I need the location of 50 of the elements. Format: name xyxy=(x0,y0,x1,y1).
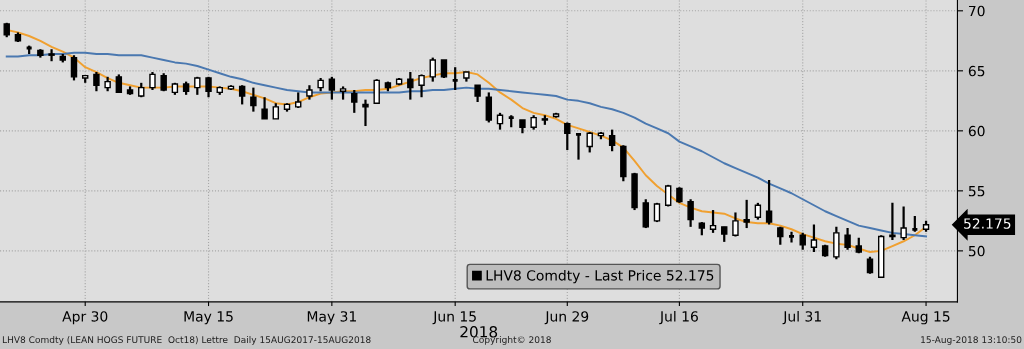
x-tick-label: Apr 30 xyxy=(62,311,108,325)
candlestick xyxy=(810,223,818,254)
x-tick-label: Aug 15 xyxy=(901,311,950,325)
candlestick xyxy=(844,226,851,251)
x-tick-label: Jul 31 xyxy=(782,310,821,325)
y-tick-label: 50 xyxy=(968,245,985,257)
candlestick xyxy=(149,70,156,92)
candlestick xyxy=(407,70,414,101)
candlestick xyxy=(743,198,750,230)
line-series xyxy=(5,51,928,238)
candlestick xyxy=(608,128,616,153)
y-tick-label: 70 xyxy=(969,5,985,17)
x-axis-title: 2018 xyxy=(460,326,498,338)
candlestick xyxy=(709,208,717,234)
candlestick xyxy=(687,198,694,228)
candlestick xyxy=(250,86,257,113)
y-tick-label: 65 xyxy=(968,65,985,77)
candlestick xyxy=(900,205,907,242)
candlestick xyxy=(48,48,55,63)
candlestick xyxy=(373,78,380,105)
candlestick xyxy=(328,75,336,101)
x-tick-label: Jun 15 xyxy=(432,311,476,325)
text: 52.175 xyxy=(964,218,1011,229)
candlestick xyxy=(93,70,100,93)
candlestick xyxy=(765,178,773,226)
legend-label: LHV8 Comdty - Last Price 52.175 xyxy=(486,269,714,284)
x-tick-label: Jul 16 xyxy=(659,310,698,325)
x-tick-label: Jun 29 xyxy=(544,311,589,325)
text: Copyright© 2018 xyxy=(473,336,551,345)
y-tick-label: 55 xyxy=(968,186,985,197)
x-tick-label: May 15 xyxy=(184,311,233,325)
candlestick xyxy=(485,91,493,124)
candlestick xyxy=(889,201,896,242)
candlestick xyxy=(429,56,436,83)
candlestick xyxy=(351,88,358,114)
candlestick xyxy=(261,96,268,120)
candlestick xyxy=(238,84,246,106)
candlestick xyxy=(115,73,123,94)
candlestick xyxy=(362,98,369,128)
text: LHV8 Comdty (LEAN HOGS FUTURE Oct18) Lettre Daily 15AUG2017-15AUG2018 xyxy=(2,336,371,345)
x-tick-label: May 31 xyxy=(307,311,356,325)
candlestick xyxy=(70,54,78,82)
candlestick xyxy=(564,121,571,152)
y-tick-label: 60 xyxy=(968,125,985,137)
text: 15-Aug-2018 13:10:50 xyxy=(921,336,1022,345)
candlestick xyxy=(732,211,739,238)
candlestick xyxy=(642,198,649,230)
candlestick xyxy=(833,225,840,261)
candlestick xyxy=(418,73,425,99)
candlestick xyxy=(586,130,593,154)
